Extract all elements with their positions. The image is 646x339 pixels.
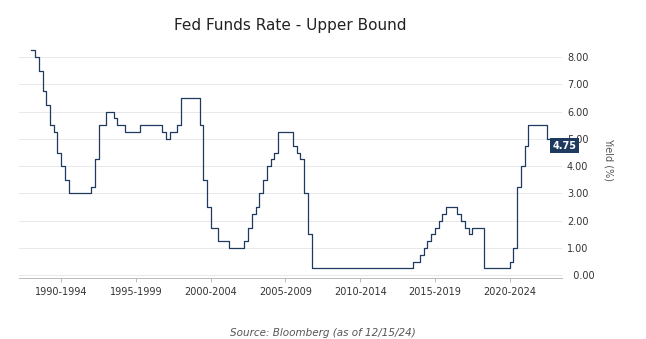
Title: Fed Funds Rate - Upper Bound: Fed Funds Rate - Upper Bound [174,18,407,33]
Y-axis label: Yield (%): Yield (%) [604,138,614,181]
Text: Source: Bloomberg (as of 12/15/24): Source: Bloomberg (as of 12/15/24) [230,327,416,338]
Text: 4.75: 4.75 [552,141,576,151]
